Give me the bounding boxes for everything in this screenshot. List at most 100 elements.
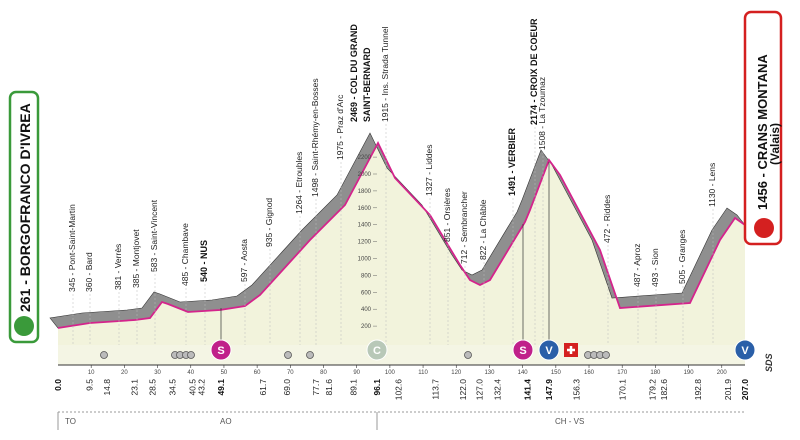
waypoint-label: 505 - Granges	[677, 230, 687, 284]
km-scale-label: 50	[221, 370, 228, 376]
km-label: 132.4	[492, 379, 502, 401]
alt-tick-label: 1200	[358, 240, 372, 246]
km-label: 147.9	[544, 379, 554, 401]
route-icon-label: C	[373, 345, 381, 357]
waypoint-label: 822 - La Châble	[478, 199, 488, 260]
km-label: 102.6	[394, 379, 404, 401]
waypoint-label: 493 - Sion	[650, 248, 660, 287]
waypoint-label: 360 - Bard	[84, 252, 94, 292]
km-scale-label: 30	[154, 370, 161, 376]
strip-icon	[464, 351, 472, 359]
km-label: 28.5	[148, 379, 158, 396]
km-label: 89.1	[349, 379, 359, 396]
profile-layer	[49, 132, 746, 345]
km-scale-label: 20	[121, 370, 128, 376]
km-label: 40.5	[187, 379, 197, 396]
border-cross	[567, 346, 575, 354]
km-label: 192.8	[693, 379, 703, 401]
km-label: 182.6	[659, 379, 669, 401]
finish-sub: (Valais)	[768, 123, 782, 165]
route-icon	[538, 339, 560, 361]
km-scale-label: 10	[88, 370, 95, 376]
km-label: 113.7	[430, 379, 440, 400]
waypoint-label: 1975 - Praz d'Arc	[335, 94, 345, 160]
alt-tick-label: 800	[361, 273, 372, 279]
km-label: 122.0	[458, 379, 468, 401]
profile-area	[58, 143, 745, 345]
route-icon-label: V	[545, 345, 553, 357]
km-label: 156.3	[572, 379, 582, 401]
waypoint-label: 1491 - VERBIER	[507, 127, 517, 196]
km-scale-label: 140	[518, 370, 529, 376]
route-icon	[366, 339, 388, 361]
km-scale-label: 100	[385, 370, 396, 376]
km-scale-label: 40	[187, 370, 194, 376]
alt-tick-label: 200	[361, 324, 372, 330]
waypoint-label: 583 - Saint-Vincent	[149, 199, 159, 272]
finish-label: 1456 - CRANS MONTANA	[755, 54, 770, 210]
strip-icon	[100, 351, 108, 359]
waypoint-label: 487 - Aproz	[632, 244, 642, 287]
strip-icon	[284, 351, 292, 359]
km-scale-label: 170	[617, 370, 628, 376]
alt-tick-label: 1400	[358, 223, 372, 229]
profile-line	[57, 141, 746, 329]
route-icon-label: V	[741, 345, 749, 357]
waypoint-label: SAINT-BERNARD	[362, 47, 372, 122]
km-label: 69.0	[282, 379, 292, 396]
start-box	[8, 90, 40, 344]
finish-icon	[754, 218, 774, 238]
waypoint-label: 1915 - Ins. Strada Tunnel	[380, 26, 390, 122]
km-label: 77.7	[311, 379, 321, 396]
km-scale-label: 190	[684, 370, 695, 376]
waypoint-label: 1130 - Lens	[707, 163, 717, 207]
waypoint-label: 712 - Sembrancher	[459, 191, 469, 264]
region-label: CH - VS	[555, 417, 584, 426]
km-label: 23.1	[130, 379, 140, 396]
alt-tick-label: 1800	[358, 189, 372, 195]
waypoint-label: 2469 - COL DU GRAND	[349, 24, 359, 122]
km-label: 14.8	[102, 379, 112, 396]
alt-tick-label: 2000	[358, 172, 372, 178]
km-label: 179.2	[648, 379, 658, 401]
sponsor: SDS	[764, 353, 774, 372]
km-label: 201.9	[723, 379, 733, 401]
strip-icon	[187, 351, 195, 359]
waypoint-label: 345 - Pont-Saint-Martin	[67, 204, 77, 292]
route-icon	[512, 339, 534, 361]
km-label: 96.1	[372, 379, 382, 396]
waypoint-label: 935 - Gignod	[264, 198, 274, 247]
km-scale-label: 200	[717, 370, 728, 376]
waypoint-label: 2174 - CROIX DE COEUR	[529, 18, 539, 125]
km-label: 0.0	[53, 379, 63, 391]
km-label: 43.2	[196, 379, 206, 396]
waypoint-label: 485 - Chambave	[180, 223, 190, 286]
km-scale-label: 90	[353, 370, 360, 376]
km-scale-label: 80	[320, 370, 327, 376]
waypoint-label: 597 - Aosta	[239, 239, 249, 282]
km-label: 170.1	[618, 379, 628, 401]
route-icon	[210, 339, 232, 361]
km-label: 141.4	[522, 379, 532, 401]
icon-strip	[58, 345, 745, 365]
route-icon-label: S	[519, 345, 526, 357]
alt-tick-label: 1600	[358, 206, 372, 212]
start-label: 261 - BORGOFRANCO D'IVREA	[17, 103, 33, 312]
waypoint-label: 851 - Orsières	[442, 188, 452, 242]
strip-icon	[306, 351, 314, 359]
waypoint-label: 1498 - Saint-Rhémy-en-Bosses	[310, 78, 320, 197]
km-scale-label: 130	[484, 370, 495, 376]
waypoint-label: 1508 - La Tzoumaz	[537, 77, 547, 150]
region-label: TO	[65, 417, 76, 426]
km-label: 81.6	[324, 379, 334, 396]
alt-tick-label: 600	[361, 290, 372, 296]
alt-tick-label: 1000	[358, 257, 372, 263]
route-icon	[734, 339, 756, 361]
waypoint-label: 1327 - Liddes	[424, 144, 434, 196]
km-scale-label: 60	[254, 370, 261, 376]
waypoint-label: 540 - NUS	[199, 240, 209, 282]
km-label: 207.0	[740, 379, 750, 401]
alt-tick-label: 2200	[358, 155, 372, 161]
waypoint-label: 1264 - Etroubles	[294, 152, 304, 214]
